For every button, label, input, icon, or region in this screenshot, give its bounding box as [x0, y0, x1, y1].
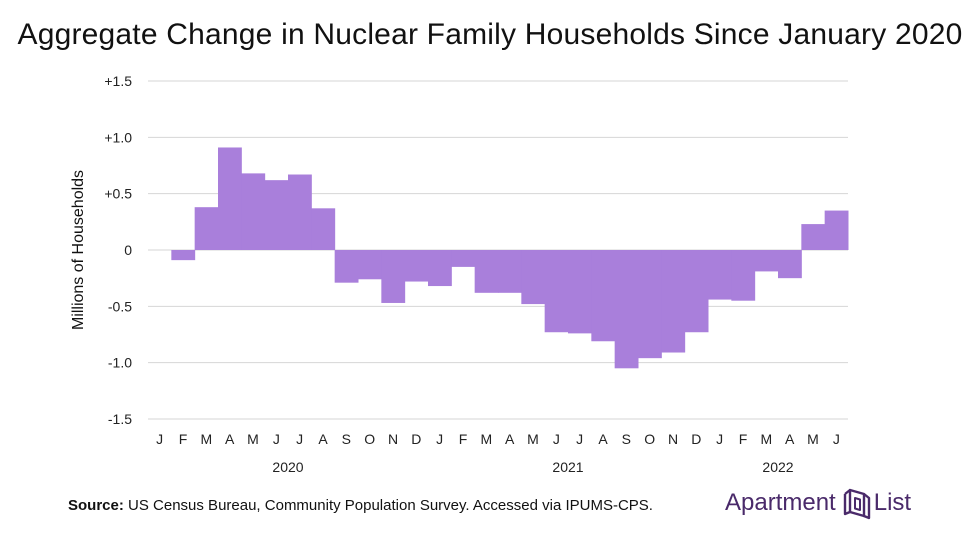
x-tick-label: S [342, 431, 351, 447]
y-axis-label: Millions of Households [70, 170, 87, 330]
source-text: US Census Bureau, Community Population S… [123, 497, 653, 514]
bar [661, 250, 686, 353]
bar [358, 250, 382, 280]
bar [264, 180, 289, 250]
x-tick-label: O [364, 431, 375, 447]
year-label: 2020 [272, 459, 303, 475]
y-tick-label: -1.0 [108, 355, 132, 371]
x-tick-label: F [739, 431, 748, 447]
x-tick-label: F [459, 431, 468, 447]
bar [591, 250, 616, 342]
x-tick-label: J [716, 431, 723, 447]
x-tick-label: A [785, 431, 795, 447]
bar [614, 250, 639, 369]
x-tick-label: S [622, 431, 631, 447]
year-label: 2021 [552, 459, 583, 475]
bar [404, 250, 429, 282]
x-tick-label: M [807, 431, 819, 447]
x-tick-label: N [388, 431, 398, 447]
x-tick-label: A [318, 431, 328, 447]
x-tick-label: D [411, 431, 421, 447]
x-tick-label: J [553, 431, 560, 447]
bar [731, 250, 756, 301]
source-label: Source: [68, 497, 124, 514]
bar [778, 250, 802, 279]
y-tick-label: +1.0 [104, 129, 132, 145]
bar [544, 250, 569, 333]
x-tick-label: O [644, 431, 655, 447]
x-tick-label: J [296, 431, 303, 447]
bar [241, 173, 266, 250]
bar [684, 250, 709, 333]
x-tick-label: J [156, 431, 163, 447]
bar [708, 250, 732, 300]
x-tick-label: A [225, 431, 235, 447]
x-tick-label: J [833, 431, 840, 447]
bar [824, 210, 849, 250]
y-tick-label: +1.5 [104, 73, 132, 89]
bar [498, 250, 522, 293]
chart-title: Aggregate Change in Nuclear Family House… [17, 18, 963, 51]
x-tick-label: M [247, 431, 259, 447]
x-tick-label: J [273, 431, 280, 447]
x-tick-label: N [668, 431, 678, 447]
bar [801, 224, 826, 250]
bar [451, 250, 476, 267]
x-tick-label: M [480, 431, 492, 447]
brand-name-part1: Apartment [725, 489, 836, 516]
bar [638, 250, 662, 359]
bar [428, 250, 452, 287]
bar [754, 250, 779, 272]
bar [521, 250, 546, 305]
x-tick-label: F [179, 431, 188, 447]
y-tick-label: 0 [124, 242, 132, 258]
x-tick-label: D [691, 431, 701, 447]
bar [334, 250, 359, 283]
bar [218, 147, 242, 250]
x-tick-label: A [505, 431, 515, 447]
x-tick-label: M [200, 431, 212, 447]
y-tick-label: +0.5 [104, 186, 132, 202]
brand-logo: Apartment List [725, 483, 911, 523]
brand-name-part2: List [873, 489, 912, 516]
x-tick-label: J [576, 431, 583, 447]
year-labels: 2020 2021 2022 [272, 459, 793, 475]
y-tick-label: -0.5 [108, 298, 132, 314]
year-label: 2022 [762, 459, 793, 475]
bar [568, 250, 592, 334]
y-tick-label: -1.5 [108, 411, 132, 427]
bar [381, 250, 406, 303]
bar [171, 250, 196, 261]
bar [194, 207, 219, 250]
bar [288, 174, 312, 250]
bars [171, 147, 849, 369]
x-tick-label: M [760, 431, 772, 447]
x-tick-label: J [436, 431, 443, 447]
bar [474, 250, 499, 293]
y-axis-ticks: +1.5 +1.0 +0.5 0 -0.5 -1.0 -1.5 [104, 73, 132, 427]
x-tick-label: M [527, 431, 539, 447]
x-tick-label: A [598, 431, 608, 447]
bar [311, 208, 336, 250]
source-note: Source: US Census Bureau, Community Popu… [68, 497, 653, 514]
building-logo-icon [843, 488, 870, 520]
